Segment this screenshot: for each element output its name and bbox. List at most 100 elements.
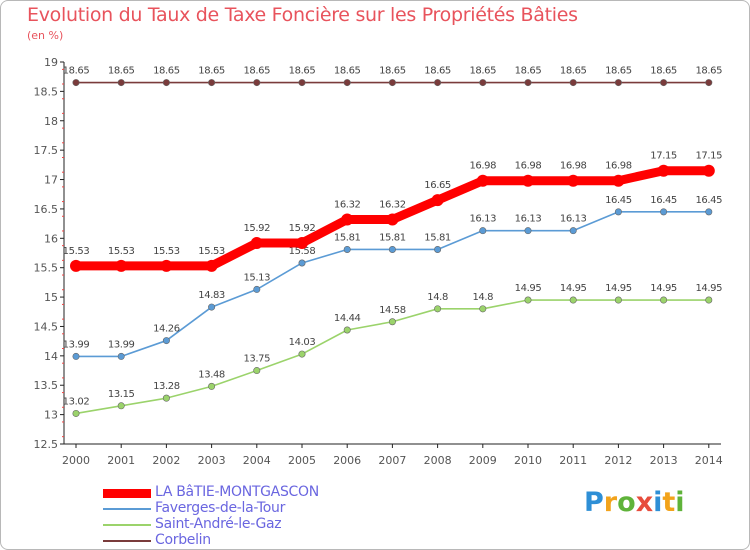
data-label: 14.83	[198, 290, 225, 301]
data-point	[660, 208, 668, 216]
data-label: 13.99	[108, 339, 135, 350]
data-label: 14.8	[472, 292, 493, 303]
data-point	[702, 164, 715, 177]
data-point	[388, 79, 396, 87]
data-point	[72, 352, 80, 360]
x-tick-label: 2008	[424, 454, 452, 467]
data-label: 16.13	[515, 214, 542, 225]
data-label: 16.98	[515, 161, 542, 172]
y-tick-label: 16	[44, 232, 58, 245]
data-point	[341, 213, 354, 226]
y-tick-label: 17.5	[34, 144, 59, 157]
x-tick-label: 2002	[152, 454, 180, 467]
data-point	[434, 79, 442, 87]
legend-swatch	[103, 524, 151, 526]
data-label: 18.65	[605, 66, 632, 77]
x-tick-label: 2010	[514, 454, 542, 467]
x-tick-label: 2000	[62, 454, 90, 467]
data-point	[343, 79, 351, 87]
data-point	[612, 174, 625, 187]
data-label: 15.13	[243, 272, 270, 283]
data-label: 18.65	[243, 66, 270, 77]
data-point	[208, 382, 216, 390]
data-point	[205, 259, 218, 272]
data-label: 18.65	[108, 66, 135, 77]
data-label: 16.13	[560, 214, 587, 225]
legend-label: Faverges-de-la-Tour	[155, 500, 286, 516]
data-point	[660, 79, 668, 87]
data-point	[70, 259, 82, 272]
data-point	[524, 79, 532, 87]
data-label: 16.13	[469, 214, 496, 225]
data-point	[388, 318, 396, 326]
data-point	[386, 213, 399, 226]
data-label: 14.03	[289, 337, 316, 348]
data-point	[705, 79, 713, 87]
data-label: 18.65	[334, 66, 361, 77]
data-point	[208, 303, 216, 311]
data-label: 14.95	[515, 283, 542, 294]
data-point	[614, 296, 622, 304]
data-point	[614, 79, 622, 87]
chart-title: Evolution du Taux de Taxe Foncière sur l…	[27, 4, 578, 26]
data-label: 15.58	[289, 246, 316, 257]
data-label: 15.53	[153, 246, 180, 257]
x-tick-label: 2004	[243, 454, 271, 467]
data-point	[343, 326, 351, 334]
data-label: 16.32	[334, 200, 361, 211]
data-label: 13.48	[198, 369, 225, 380]
data-point	[569, 227, 577, 235]
data-point	[434, 245, 442, 253]
data-point	[115, 259, 128, 272]
data-label: 18.65	[379, 66, 406, 77]
data-label: 16.32	[379, 200, 406, 211]
data-point	[479, 79, 487, 87]
data-label: 16.98	[469, 161, 496, 172]
data-point	[343, 245, 351, 253]
y-tick-label: 16.5	[34, 203, 59, 216]
data-point	[524, 296, 532, 304]
data-label: 14.95	[605, 283, 632, 294]
data-point	[298, 350, 306, 358]
data-point	[567, 174, 580, 187]
data-point	[434, 305, 442, 313]
data-point	[614, 208, 622, 216]
data-point	[705, 208, 713, 216]
data-point	[569, 296, 577, 304]
data-label: 14.95	[650, 283, 677, 294]
data-point	[296, 237, 308, 250]
data-label: 13.28	[153, 381, 180, 392]
data-label: 18.65	[650, 66, 677, 77]
data-label: 14.58	[379, 305, 406, 316]
data-label: 16.98	[560, 161, 587, 172]
data-label: 13.15	[108, 389, 135, 400]
data-label: 13.75	[243, 354, 270, 365]
data-point	[479, 227, 487, 235]
data-point	[162, 79, 170, 87]
data-point	[660, 296, 668, 304]
y-tick-label: 15	[44, 291, 58, 304]
x-tick-label: 2006	[333, 454, 361, 467]
data-point	[117, 402, 125, 410]
y-tick-label: 14	[44, 350, 58, 363]
data-point	[522, 174, 534, 187]
data-label: 16.45	[695, 195, 722, 206]
data-point	[117, 79, 125, 87]
data-label: 16.98	[605, 161, 632, 172]
data-point	[705, 296, 713, 304]
data-label: 14.26	[153, 324, 180, 335]
x-tick-label: 2012	[604, 454, 632, 467]
legend-label: Corbelin	[155, 532, 211, 548]
x-tick-label: 2001	[107, 454, 135, 467]
y-tick-label: 13.5	[34, 379, 59, 392]
data-label: 16.45	[605, 195, 632, 206]
y-tick-label: 18	[44, 115, 58, 128]
x-tick-label: 2013	[650, 454, 678, 467]
y-tick-label: 17	[44, 174, 58, 187]
data-label: 16.45	[650, 195, 677, 206]
data-label: 18.65	[198, 66, 225, 77]
x-tick-label: 2007	[378, 454, 406, 467]
legend-swatch	[103, 488, 151, 498]
data-point	[524, 227, 532, 235]
data-point	[208, 79, 216, 87]
